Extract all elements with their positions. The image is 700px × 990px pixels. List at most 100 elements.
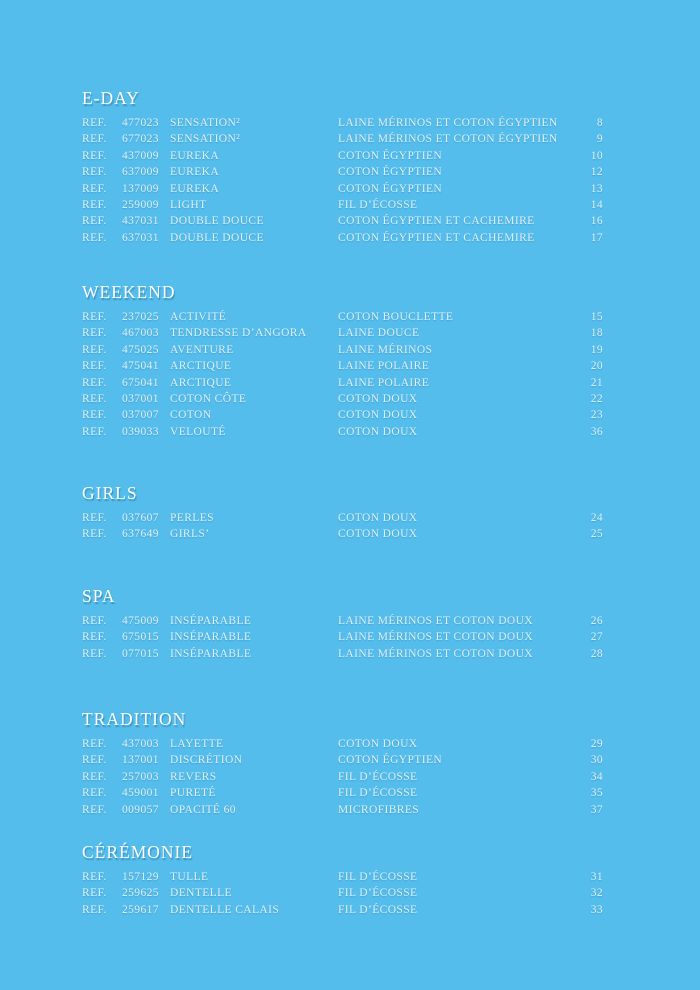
ref-label-cell: REF.: [82, 871, 107, 883]
ref-label-cell: REF.: [82, 133, 107, 146]
ref-label-cell: REF.: [82, 409, 107, 422]
product-name-cell: DENTELLE CALAIS: [170, 903, 280, 916]
page-number-cell: 29: [590, 738, 603, 750]
table-row: REF. 637649 GIRLS’ COTON DOUX 25: [82, 526, 603, 542]
material-cell: COTON BOUCLETTE: [338, 311, 454, 323]
ref-number-cell: 037001: [122, 393, 159, 406]
ref-label-cell: REF.: [82, 787, 107, 800]
product-name-cell: LAYETTE: [170, 738, 224, 750]
material-cell: COTON ÉGYPTIEN: [338, 754, 443, 767]
material-cell: LAINE POLAIRE: [338, 360, 430, 373]
table-row: REF. 077015 INSÉPARABLE LAINE MÉRINOS ET…: [82, 646, 603, 662]
ref-number-cell: 259009: [122, 199, 159, 212]
ref-label-cell: REF.: [82, 327, 107, 340]
page-number-cell: 26: [590, 615, 603, 627]
product-name-cell: EUREKA: [170, 149, 220, 162]
product-name-cell: DISCRÉTION: [170, 754, 243, 767]
ref-number-cell: 677023: [122, 133, 159, 146]
page-number-cell: 27: [590, 631, 603, 644]
page-number-cell: 14: [590, 199, 603, 212]
product-name-cell: EUREKA: [170, 182, 220, 195]
material-cell: COTON ÉGYPTIEN: [338, 166, 443, 179]
table-row: REF. 039033 VELOUTÉ COTON DOUX 36: [82, 424, 603, 440]
ref-number-cell: 137001: [122, 754, 159, 767]
ref-number-cell: 259617: [122, 903, 159, 916]
material-cell: LAINE MÉRINOS ET COTON ÉGYPTIEN: [338, 133, 558, 146]
material-cell: LAINE MÉRINOS: [338, 343, 433, 356]
material-cell: FIL D’ÉCOSSE: [338, 871, 418, 883]
table-row: REF. 259617 DENTELLE CALAIS FIL D’ÉCOSSE…: [82, 902, 603, 918]
page-number-cell: 9: [596, 133, 603, 146]
ref-number-cell: 675015: [122, 631, 159, 644]
section-girls: GIRLS REF. 037607 PERLES COTON DOUX 24 R…: [82, 482, 603, 543]
table-row: REF. 009057 OPACITÉ 60 MICROFIBRES 37: [82, 802, 603, 818]
section-ceremonie: CÉRÉMONIE REF. 157129 TULLE FIL D’ÉCOSSE…: [82, 841, 603, 918]
ref-label-cell: REF.: [82, 512, 107, 524]
ref-label-cell: REF.: [82, 803, 107, 816]
material-cell: LAINE MÉRINOS ET COTON DOUX: [338, 631, 534, 644]
page-number-cell: 17: [590, 231, 603, 244]
ref-number-cell: 475025: [122, 343, 159, 356]
table-row: REF. 157129 TULLE FIL D’ÉCOSSE 31: [82, 869, 603, 885]
product-name-cell: INSÉPARABLE: [170, 631, 252, 644]
material-cell: COTON DOUX: [338, 528, 418, 541]
table-row: REF. 637031 DOUBLE DOUCE COTON ÉGYPTIEN …: [82, 230, 603, 246]
material-cell: FIL D’ÉCOSSE: [338, 199, 418, 212]
material-cell: COTON DOUX: [338, 409, 418, 422]
product-name-cell: PURETÉ: [170, 787, 216, 800]
ref-number-cell: 637031: [122, 231, 159, 244]
ref-number-cell: 437031: [122, 215, 159, 228]
ref-number-cell: 157129: [122, 871, 159, 883]
table-row: REF. 037607 PERLES COTON DOUX 24: [82, 510, 603, 526]
ref-number-cell: 037007: [122, 409, 159, 422]
page-number-cell: 20: [590, 360, 603, 373]
table-row: REF. 475041 ARCTIQUE LAINE POLAIRE 20: [82, 358, 603, 374]
table-row: REF. 637009 EUREKA COTON ÉGYPTIEN 12: [82, 164, 603, 180]
product-name-cell: AVENTURE: [170, 343, 234, 356]
ref-number-cell: 039033: [122, 425, 159, 438]
ref-number-cell: 675041: [122, 376, 159, 389]
section-rows: REF. 475009 INSÉPARABLE LAINE MÉRINOS ET…: [82, 613, 603, 662]
ref-label-cell: REF.: [82, 215, 107, 228]
section-title: CÉRÉMONIE: [82, 842, 194, 862]
page-number-cell: 13: [590, 182, 603, 195]
page-number-cell: 28: [590, 647, 603, 660]
table-row: REF. 459001 PURETÉ FIL D’ÉCOSSE 35: [82, 785, 603, 801]
page-number-cell: 23: [590, 409, 603, 422]
table-row: REF. 037007 COTON COTON DOUX 23: [82, 407, 603, 423]
table-row: REF. 437003 LAYETTE COTON DOUX 29: [82, 736, 603, 752]
section-weekend: WEEKEND REF. 237025 ACTIVITÉ COTON BOUCL…: [82, 281, 603, 440]
page-number-cell: 10: [590, 149, 603, 162]
section-title: TRADITION: [82, 709, 187, 729]
ref-number-cell: 257003: [122, 770, 159, 783]
ref-label-cell: REF.: [82, 166, 107, 179]
product-name-cell: PERLES: [170, 512, 214, 524]
ref-label-cell: REF.: [82, 360, 107, 373]
page-number-cell: 32: [590, 887, 603, 900]
table-row: REF. 237025 ACTIVITÉ COTON BOUCLETTE 15: [82, 309, 603, 325]
material-cell: FIL D’ÉCOSSE: [338, 770, 418, 783]
material-cell: COTON ÉGYPTIEN ET CACHEMIRE: [338, 215, 535, 228]
ref-label-cell: REF.: [82, 770, 107, 783]
page-number-cell: 36: [590, 425, 603, 438]
ref-number-cell: 259625: [122, 887, 159, 900]
table-row: REF. 259009 LIGHT FIL D’ÉCOSSE 14: [82, 197, 603, 213]
ref-number-cell: 637009: [122, 166, 159, 179]
product-name-cell: COTON: [170, 409, 212, 422]
product-name-cell: GIRLS’: [170, 528, 210, 541]
page-number-cell: 24: [590, 512, 603, 524]
table-row: REF. 437009 EUREKA COTON ÉGYPTIEN 10: [82, 148, 603, 164]
ref-number-cell: 137009: [122, 182, 159, 195]
ref-label-cell: REF.: [82, 754, 107, 767]
ref-number-cell: 437003: [122, 738, 159, 750]
section-rows: REF. 437003 LAYETTE COTON DOUX 29 REF. 1…: [82, 736, 603, 818]
material-cell: LAINE MÉRINOS ET COTON DOUX: [338, 615, 534, 627]
table-row: REF. 677023 SENSATION² LAINE MÉRINOS ET …: [82, 131, 603, 147]
section-rows: REF. 237025 ACTIVITÉ COTON BOUCLETTE 15 …: [82, 309, 603, 440]
product-name-cell: COTON CÔTE: [170, 393, 247, 406]
product-name-cell: OPACITÉ 60: [170, 803, 236, 816]
ref-label-cell: REF.: [82, 231, 107, 244]
page-number-cell: 18: [590, 327, 603, 340]
table-row: REF. 675015 INSÉPARABLE LAINE MÉRINOS ET…: [82, 629, 603, 645]
material-cell: COTON ÉGYPTIEN: [338, 149, 443, 162]
